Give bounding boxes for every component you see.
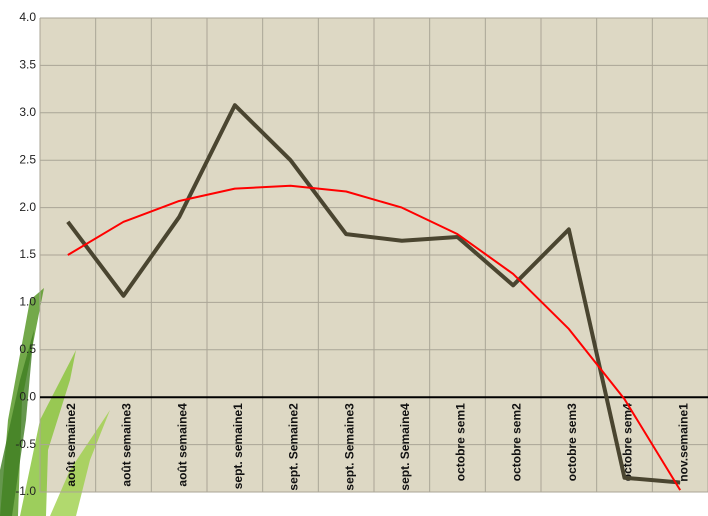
y-tick-label: 1.5 — [19, 247, 36, 261]
x-tick-label: octobre sem3 — [565, 403, 579, 481]
y-tick-label: 3.0 — [19, 105, 36, 119]
chart: -1.0 -0.5 0.0 0.5 1.0 1.5 2.0 2.5 3.0 3.5 4.0 août … — [0, 0, 708, 516]
x-tick-label: nov.semaine1 — [676, 403, 690, 482]
x-tick-label: août semaine4 — [175, 403, 189, 487]
y-tick-label: -1.0 — [15, 484, 36, 498]
x-tick-label: août semaine3 — [120, 403, 134, 487]
x-tick-label: sept. Semaine2 — [287, 403, 301, 491]
y-tick-label: 4.0 — [19, 10, 36, 24]
x-tick-label: octobre sem2 — [509, 403, 523, 481]
y-tick-label: -0.5 — [15, 437, 36, 451]
y-tick-label: 0.0 — [19, 389, 36, 403]
x-tick-label: sept. semaine1 — [231, 403, 245, 489]
y-tick-label: 3.5 — [19, 58, 36, 72]
y-tick-label: 0.5 — [19, 342, 36, 356]
x-tick-label: août semaine2 — [64, 403, 78, 487]
x-tick-label: octobre sem1 — [454, 403, 468, 481]
x-tick-label: sept. Semaine4 — [398, 403, 412, 491]
y-tick-label: 2.0 — [19, 200, 36, 214]
page: -1.0 -0.5 0.0 0.5 1.0 1.5 2.0 2.5 3.0 3.5 4.0 août … — [0, 0, 708, 516]
x-tick-label: sept. Semaine3 — [342, 403, 356, 491]
y-tick-label: 1.0 — [19, 295, 36, 309]
y-tick-label: 2.5 — [19, 152, 36, 166]
